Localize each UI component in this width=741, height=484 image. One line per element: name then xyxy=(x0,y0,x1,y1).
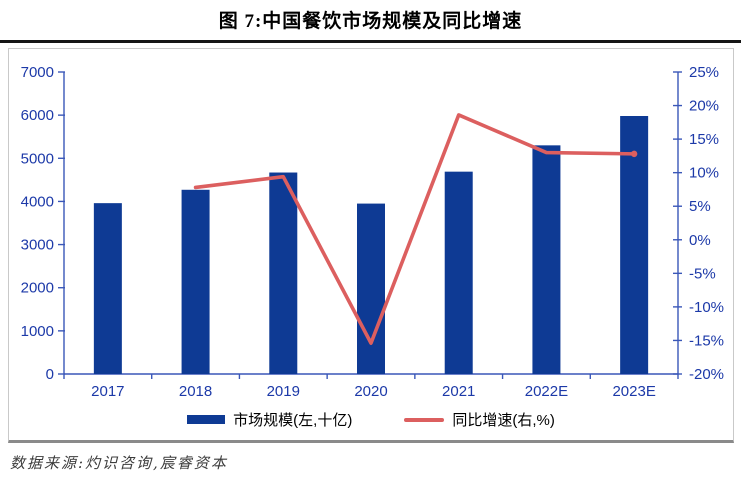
right-axis-tick-label: -20% xyxy=(689,366,724,383)
x-axis-category-label: 2020 xyxy=(354,383,387,400)
x-axis-category-label: 2019 xyxy=(267,383,300,400)
x-axis-category-label: 2022E xyxy=(525,383,568,400)
title-divider xyxy=(0,40,741,43)
left-axis: 0 1000 2000 3000 4000 5000 6000 7000 xyxy=(21,64,65,383)
right-axis-tick-label: -10% xyxy=(689,299,724,316)
right-axis-tick-label: 20% xyxy=(689,98,719,115)
line-series-swatch-icon xyxy=(404,417,445,422)
left-axis-tick-label: 0 xyxy=(46,366,54,383)
right-axis-tick-label: 10% xyxy=(689,165,719,182)
bar-2023E xyxy=(620,116,649,375)
bar-2018 xyxy=(181,189,210,374)
right-axis-tick-label: 25% xyxy=(689,64,719,81)
x-axis-category-label: 2023E xyxy=(612,383,655,400)
left-axis-tick-label: 5000 xyxy=(21,150,54,167)
data-source-note: 数据来源:灼识咨询,宸睿资本 xyxy=(10,454,228,472)
left-axis-tick-label: 7000 xyxy=(21,64,54,81)
x-axis-category-label: 2017 xyxy=(91,383,124,400)
right-axis-tick-label: -15% xyxy=(689,332,724,349)
growth-line-endpoint xyxy=(630,150,638,158)
x-axis-category-label: 2021 xyxy=(442,383,475,400)
left-axis-tick-label: 6000 xyxy=(21,107,54,124)
x-axis-category-label: 2018 xyxy=(179,383,212,400)
left-axis-tick-label: 4000 xyxy=(21,193,54,210)
combo-chart: 0 1000 2000 3000 4000 5000 6000 7000 -20% -15% -10… xyxy=(21,64,724,400)
growth-line xyxy=(193,113,636,345)
bar-2019 xyxy=(269,172,298,374)
bar-2022E xyxy=(532,145,561,374)
right-axis-tick-label: 5% xyxy=(689,198,711,215)
left-axis-tick-label: 3000 xyxy=(21,237,54,254)
left-axis-tick-label: 2000 xyxy=(21,280,54,297)
right-axis: -20% -15% -10% -5% 0% 5% 10% 15% 20% 25% xyxy=(673,64,724,383)
legend-item-growth: 同比增速(右,%) xyxy=(404,409,555,430)
right-axis-tick-label: -5% xyxy=(689,265,716,282)
chart-container: 0 1000 2000 3000 4000 5000 6000 7000 -20% -15% -10… xyxy=(8,48,734,443)
bar-series xyxy=(93,116,649,375)
right-axis-tick-label: 15% xyxy=(689,131,719,148)
chart-legend: 市场规模(左,十亿) 同比增速(右,%) xyxy=(9,409,733,430)
page-title: 图 7:中国餐饮市场规模及同比增速 xyxy=(218,11,523,32)
bar-series-swatch-icon xyxy=(187,415,226,424)
legend-label-growth: 同比增速(右,%) xyxy=(452,412,555,429)
x-axis: 2017 2018 2019 2020 2021 2022E 2023E xyxy=(63,374,679,400)
right-axis-tick-label: 0% xyxy=(689,232,711,249)
legend-label-market-size: 市场规模(左,十亿) xyxy=(233,412,353,429)
left-axis-tick-label: 1000 xyxy=(21,323,54,340)
bar-2017 xyxy=(93,203,122,374)
legend-item-market-size: 市场规模(左,十亿) xyxy=(187,409,352,430)
bar-2021 xyxy=(444,171,473,374)
bar-2020 xyxy=(357,203,385,374)
